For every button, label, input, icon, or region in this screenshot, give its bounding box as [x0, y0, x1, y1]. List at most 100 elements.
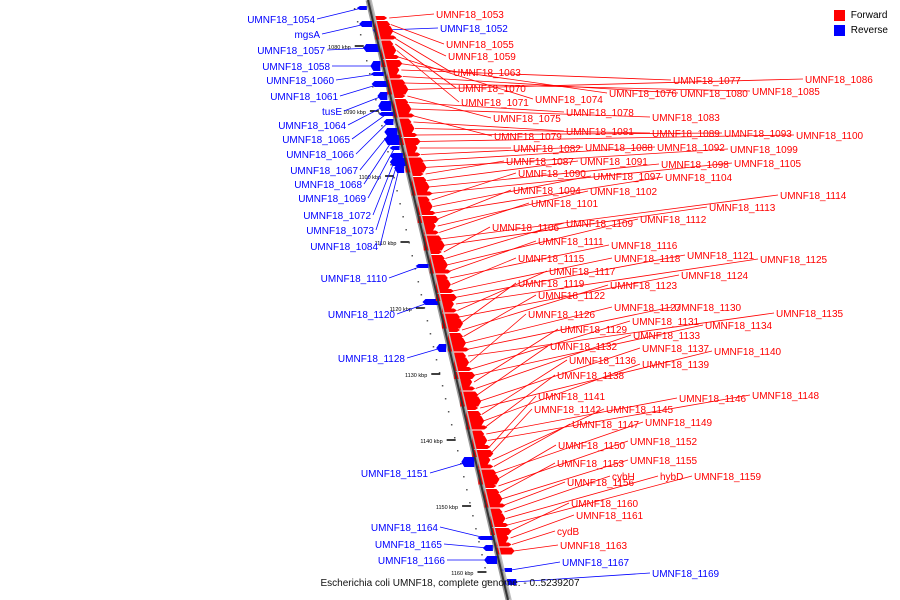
reverse-leader-line — [355, 121, 389, 155]
forward-leader-line — [433, 175, 592, 207]
forward-gene-arrow — [448, 328, 460, 332]
scale-minor-tick — [369, 73, 371, 75]
forward-gene-label: UMNF18_1088 — [585, 143, 653, 154]
scale-minor-tick — [450, 424, 453, 426]
reverse-leader-line — [384, 27, 439, 31]
forward-leader-line — [396, 50, 460, 103]
forward-gene-arrow — [484, 484, 497, 488]
forward-gene-arrow — [448, 347, 470, 352]
forward-leader-line — [490, 408, 533, 454]
forward-leader-line — [416, 132, 723, 136]
forward-gene-arrow — [393, 94, 406, 98]
reverse-gene-label: UMNF18_1165 — [375, 540, 443, 551]
reverse-gene-arrow — [370, 61, 381, 71]
forward-gene-label: UMNF18_1092 — [657, 143, 725, 154]
forward-gene-label: cydB — [557, 527, 580, 538]
forward-gene-label: UMNF18_1119 — [518, 279, 585, 290]
forward-gene-label: UMNF18_1127 — [614, 303, 682, 314]
forward-leader-line — [461, 284, 609, 331]
reverse-leader-line — [339, 83, 380, 97]
scale-minor-tick — [457, 450, 459, 452]
reverse-leader-line — [335, 73, 378, 81]
forward-leader-line — [473, 328, 559, 383]
reverse-gene-label: UMNF18_1169 — [652, 569, 720, 580]
reverse-leader-line — [351, 113, 387, 140]
forward-gene-arrow — [429, 260, 448, 270]
forward-gene-label: UMNF18_1114 — [780, 191, 847, 202]
reverse-gene-arrow — [359, 21, 373, 27]
forward-leader-line — [463, 294, 537, 337]
forward-leader-line — [507, 475, 693, 526]
forward-gene-label: UMNF18_1090 — [518, 169, 586, 180]
legend-reverse: Reverse — [833, 23, 888, 38]
forward-leader-line — [405, 78, 804, 90]
forward-leader-line — [505, 475, 659, 519]
reverse-gene-arrow — [378, 101, 392, 111]
forward-gene-label: UMNF18_1080 — [680, 89, 748, 100]
forward-gene-label: UMNF18_1104 — [665, 173, 733, 184]
forward-gene-label: UMNF18_1142 — [534, 405, 602, 416]
forward-leader-line — [501, 459, 629, 500]
reverse-gene-label: UMNF18_1164 — [371, 523, 439, 534]
forward-leader-line — [410, 108, 651, 118]
forward-gene-arrow — [375, 16, 388, 20]
forward-leader-line — [492, 408, 605, 461]
forward-gene-arrow — [454, 367, 473, 371]
reverse-leader-line — [343, 95, 383, 112]
reverse-gene-arrow — [477, 536, 494, 540]
scale-tick-label: 1120 kbp — [390, 307, 412, 313]
forward-leader-line — [476, 345, 549, 396]
forward-gene-arrow — [393, 113, 415, 118]
forward-gene-label: UMNF18_1122 — [538, 291, 606, 302]
reverse-gene-arrow — [415, 264, 429, 268]
forward-gene-arrow — [417, 211, 436, 215]
scale-minor-tick — [463, 476, 465, 478]
forward-gene-label: UMNF18_1071 — [461, 98, 529, 109]
forward-gene-arrow — [460, 377, 473, 387]
forward-leader-line — [414, 128, 651, 134]
forward-gene-label: UMNF18_1115 — [518, 254, 585, 265]
forward-leader-line — [478, 347, 641, 402]
forward-gene-arrow — [405, 143, 418, 153]
forward-gene-arrow — [429, 269, 451, 274]
reverse-gene-label: UMNF18_1060 — [266, 76, 334, 87]
forward-leader-line — [427, 160, 579, 181]
forward-gene-label: UMNF18_1145 — [606, 405, 674, 416]
forward-gene-label: UMNF18_1097 — [593, 172, 661, 183]
legend: Forward Reverse — [833, 8, 888, 38]
forward-leader-line — [455, 258, 759, 305]
scale-minor-tick — [438, 372, 441, 374]
forward-gene-label: UMNF18_1129 — [560, 325, 628, 336]
forward-gene-label: UMNF18_1159 — [694, 472, 762, 483]
scale-minor-tick — [435, 359, 438, 361]
forward-gene-label: UMNF18_1070 — [458, 84, 526, 95]
reverse-gene-arrow — [384, 128, 398, 136]
forward-gene-label: UMNF18_1123 — [610, 281, 678, 292]
forward-leader-line — [389, 13, 435, 19]
scale-minor-tick — [359, 34, 362, 36]
forward-leader-line — [487, 394, 751, 441]
forward-gene-label: UMNF18_1161 — [576, 511, 644, 522]
forward-gene-arrow — [478, 455, 491, 465]
reverse-leader-line — [439, 526, 486, 539]
forward-gene-arrow — [375, 35, 397, 40]
forward-leader-line — [421, 146, 584, 155]
forward-leader-line — [392, 30, 447, 57]
forward-gene-arrow — [429, 250, 442, 254]
forward-gene-label: UMNF18_1101 — [531, 199, 599, 210]
reverse-leader-line — [372, 155, 397, 216]
reverse-leader-line — [347, 105, 385, 126]
forward-leader-line — [439, 202, 530, 233]
reverse-gene-arrow — [461, 457, 475, 467]
scale-minor-tick — [444, 398, 447, 400]
reverse-leader-line — [429, 461, 468, 474]
reverse-gene-label: UMNF18_1061 — [270, 92, 338, 103]
scale-minor-tick — [487, 580, 489, 582]
scale-tick-label: 1130 kbp — [405, 373, 427, 379]
forward-leader-line — [408, 102, 565, 113]
forward-gene-arrow — [381, 45, 397, 56]
forward-gene-label: UMNF18_1147 — [572, 420, 640, 431]
forward-gene-label: UMNF18_1150 — [558, 441, 626, 452]
forward-leader-line — [393, 37, 452, 73]
